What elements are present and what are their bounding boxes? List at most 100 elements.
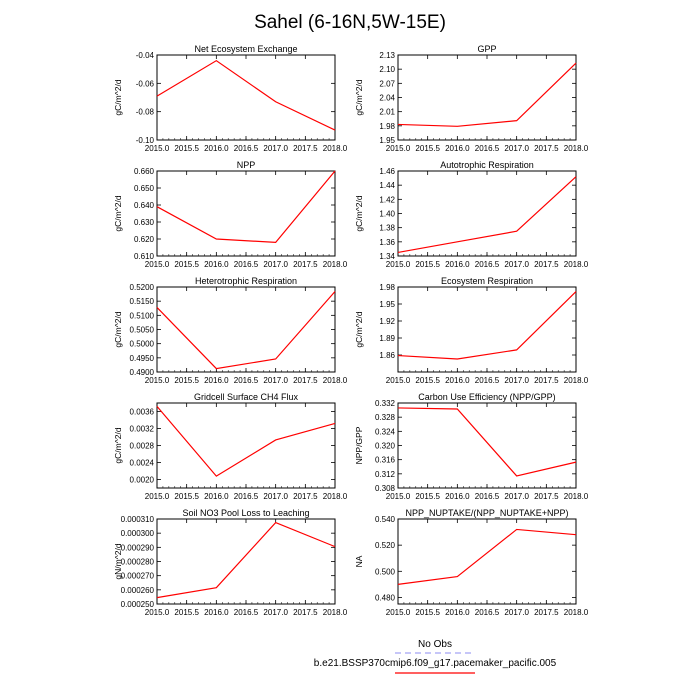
x-tick-label: 2018.0 (564, 376, 589, 385)
figure-title: Sahel (6-16N,5W-15E) (254, 12, 446, 33)
y-axis-label: gC/m^2/d (113, 195, 123, 231)
panel-title: Ecosystem Respiration (441, 276, 533, 286)
x-tick-label: 2015.5 (174, 376, 199, 385)
y-tick-label: 0.000260 (121, 586, 155, 595)
x-tick-label: 2016.5 (475, 376, 500, 385)
panel-title: Autotrophic Respiration (440, 160, 534, 170)
x-tick-label: 2016.5 (234, 492, 259, 501)
y-tick-label: 0.000250 (121, 600, 155, 609)
series-line (156, 59, 336, 131)
series-line (397, 407, 577, 477)
x-tick-label: 2017.0 (504, 376, 529, 385)
x-tick-label: 2015.0 (386, 492, 411, 501)
y-tick-label: 2.10 (379, 65, 395, 74)
x-tick-label: 2018.0 (323, 260, 348, 269)
x-tick-label: 2017.5 (293, 260, 318, 269)
y-axis-label: gC/m^2/d (354, 311, 364, 347)
y-tick-label: 1.86 (379, 351, 395, 360)
x-tick-label: 2017.5 (293, 144, 318, 153)
y-tick-label: 0.000310 (121, 515, 155, 524)
x-tick-label: 2017.5 (534, 376, 559, 385)
y-tick-label: 0.540 (375, 515, 396, 524)
y-tick-label: 1.42 (379, 195, 395, 204)
x-tick-label: 2018.0 (323, 492, 348, 501)
y-tick-label: 0.650 (134, 184, 155, 193)
y-tick-label: 0.000300 (121, 529, 155, 538)
series-line (397, 176, 577, 254)
y-tick-label: 0.0036 (130, 408, 155, 417)
y-tick-label: 0.640 (134, 201, 155, 210)
x-tick-label: 2016.5 (234, 144, 259, 153)
y-tick-label: 1.44 (379, 181, 395, 190)
x-tick-label: 2015.5 (415, 376, 440, 385)
x-tick-label: 2015.5 (174, 492, 199, 501)
x-tick-label: 2015.5 (415, 492, 440, 501)
y-axis-label: NA (354, 555, 364, 567)
x-tick-label: 2015.0 (386, 260, 411, 269)
plot-frame (156, 170, 336, 257)
x-tick-label: 2017.0 (263, 492, 288, 501)
y-tick-label: 0.000270 (121, 572, 155, 581)
y-tick-label: 2.07 (379, 79, 395, 88)
y-tick-label: 0.0028 (130, 442, 155, 451)
panel-1: GPP 2015.0 2015.5 2016.0 2016.5 2017.0 2017.5 2… (354, 44, 589, 153)
x-tick-label: 2016.0 (204, 608, 229, 617)
plot-frame (397, 170, 577, 257)
x-tick-label: 2018.0 (564, 260, 589, 269)
x-tick-label: 2018.0 (323, 608, 348, 617)
y-tick-label: 1.36 (379, 238, 395, 247)
y-tick-label: 0.660 (134, 167, 155, 176)
panel-title: Carbon Use Efficiency (NPP/GPP) (418, 392, 555, 402)
panel-title: Heterotrophic Respiration (195, 276, 297, 286)
x-tick-label: 2016.0 (204, 492, 229, 501)
y-tick-label: 1.38 (379, 224, 395, 233)
x-tick-label: 2015.0 (145, 376, 170, 385)
series-line (156, 521, 336, 599)
panel-3: Autotrophic Respiration 2015.0 2015.5 2016.… (354, 160, 589, 269)
x-tick-label: 2016.5 (234, 260, 259, 269)
y-tick-label: -0.06 (136, 79, 155, 88)
panel-9: NPP_NUPTAKE/(NPP_NUPTAKE+NPP) 2015.0 2015.… (354, 508, 589, 617)
x-tick-label: 2017.5 (293, 376, 318, 385)
x-tick-label: 2015.5 (415, 608, 440, 617)
x-tick-label: 2015.5 (415, 144, 440, 153)
x-tick-label: 2016.5 (234, 608, 259, 617)
x-tick-label: 2017.5 (534, 608, 559, 617)
panel-2: NPP 2015.0 2015.5 2016.0 2016.5 2017.0 2017.5 2… (113, 160, 348, 269)
y-tick-label: 1.95 (379, 300, 395, 309)
panel-title: Net Ecosystem Exchange (194, 44, 297, 54)
y-tick-label: 0.480 (375, 593, 396, 602)
y-tick-label: 0.5150 (130, 297, 155, 306)
series-line (397, 291, 577, 360)
x-tick-label: 2016.0 (445, 608, 470, 617)
plot-frame (156, 518, 336, 605)
y-tick-label: 0.0020 (130, 476, 155, 485)
x-tick-label: 2015.0 (145, 608, 170, 617)
y-tick-label: 0.630 (134, 218, 155, 227)
panel-5: Ecosystem Respiration 2015.0 2015.5 2016.0 2… (354, 276, 589, 385)
x-tick-label: 2016.0 (204, 144, 229, 153)
panel-7: Carbon Use Efficiency (NPP/GPP) 2015.0 201… (354, 392, 589, 501)
x-tick-label: 2016.5 (475, 260, 500, 269)
x-tick-label: 2017.0 (263, 144, 288, 153)
y-axis-label: gC/m^2/d (113, 79, 123, 115)
y-tick-label: 0.5000 (130, 340, 155, 349)
y-tick-label: 0.5100 (130, 311, 155, 320)
x-tick-label: 2017.0 (263, 608, 288, 617)
x-tick-label: 2018.0 (323, 376, 348, 385)
x-tick-label: 2018.0 (564, 144, 589, 153)
x-tick-label: 2016.0 (204, 376, 229, 385)
x-tick-label: 2017.5 (293, 492, 318, 501)
y-tick-label: 1.34 (379, 252, 395, 261)
x-tick-label: 2015.0 (145, 260, 170, 269)
y-tick-label: 0.316 (375, 456, 396, 465)
x-tick-label: 2017.0 (263, 376, 288, 385)
series-line (397, 528, 577, 585)
y-tick-label: 0.312 (375, 470, 396, 479)
x-tick-label: 2018.0 (564, 492, 589, 501)
y-tick-label: 0.620 (134, 235, 155, 244)
panel-0: Net Ecosystem Exchange 2015.0 2015.5 2016.0… (113, 44, 348, 153)
y-axis-label: gC/m^2/d (354, 79, 364, 115)
x-tick-label: 2015.5 (174, 144, 199, 153)
